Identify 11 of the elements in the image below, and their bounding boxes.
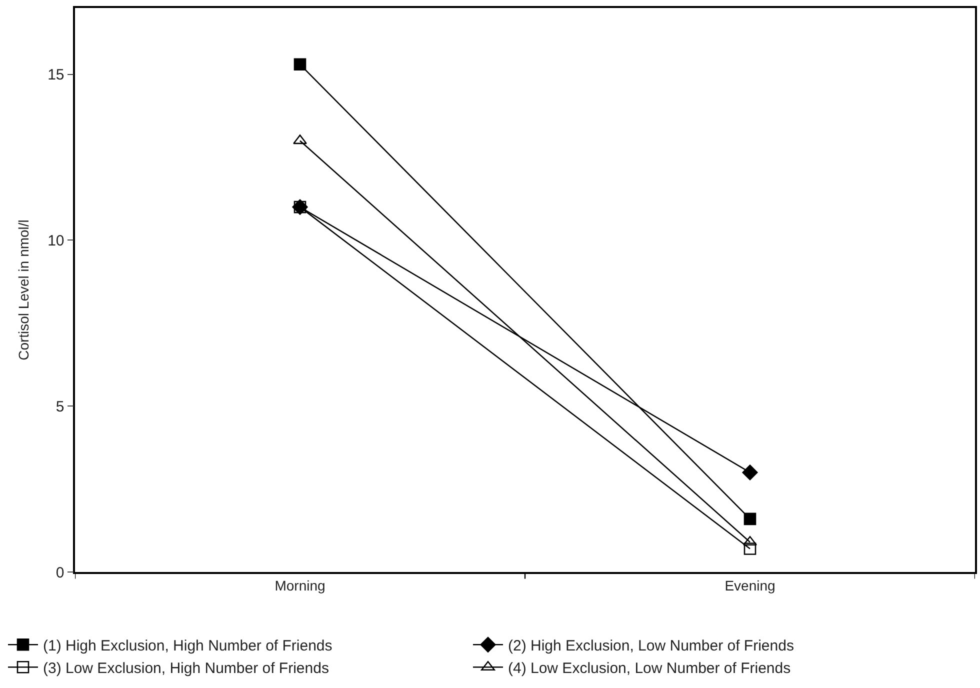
y-axis-title: Cortisol Level in nmol/l (16, 220, 32, 360)
y-tick-label: 5 (56, 398, 64, 416)
legend-label: (1) High Exclusion, High Number of Friends (43, 638, 332, 654)
y-tick-label: 15 (48, 66, 64, 84)
x-tick-label: Evening (724, 578, 776, 594)
legend-label: (3) Low Exclusion, High Number of Friends (43, 660, 329, 677)
x-tick-label: Morning (274, 578, 326, 594)
y-tick-label: 0 (56, 564, 64, 582)
legend-label: (2) High Exclusion, Low Number of Friends (508, 638, 794, 654)
y-tick-label: 10 (48, 232, 64, 250)
legend-label: (4) Low Exclusion, Low Number of Friends (508, 660, 791, 677)
